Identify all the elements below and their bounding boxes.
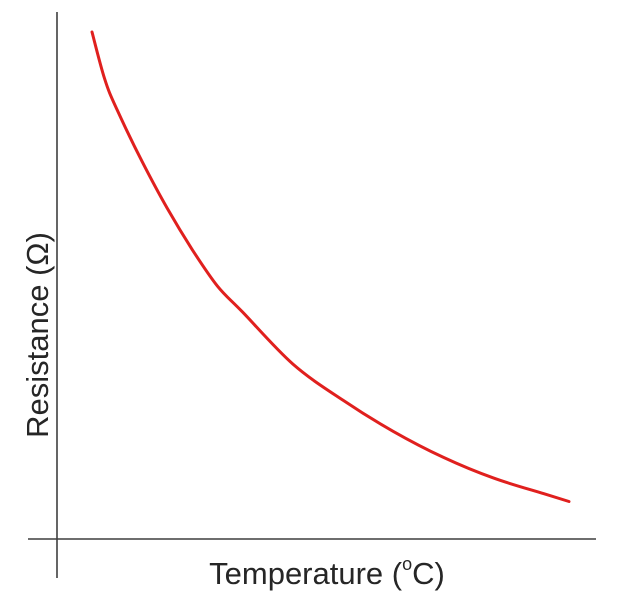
resistance-curve bbox=[90, 30, 571, 503]
x-axis-label-end: C) bbox=[412, 556, 445, 591]
x-axis-label-superscript: o bbox=[402, 554, 412, 574]
y-axis-label: Resistance (Ω) bbox=[20, 232, 55, 438]
x-axis-label: Temperature (oC) bbox=[209, 554, 445, 591]
